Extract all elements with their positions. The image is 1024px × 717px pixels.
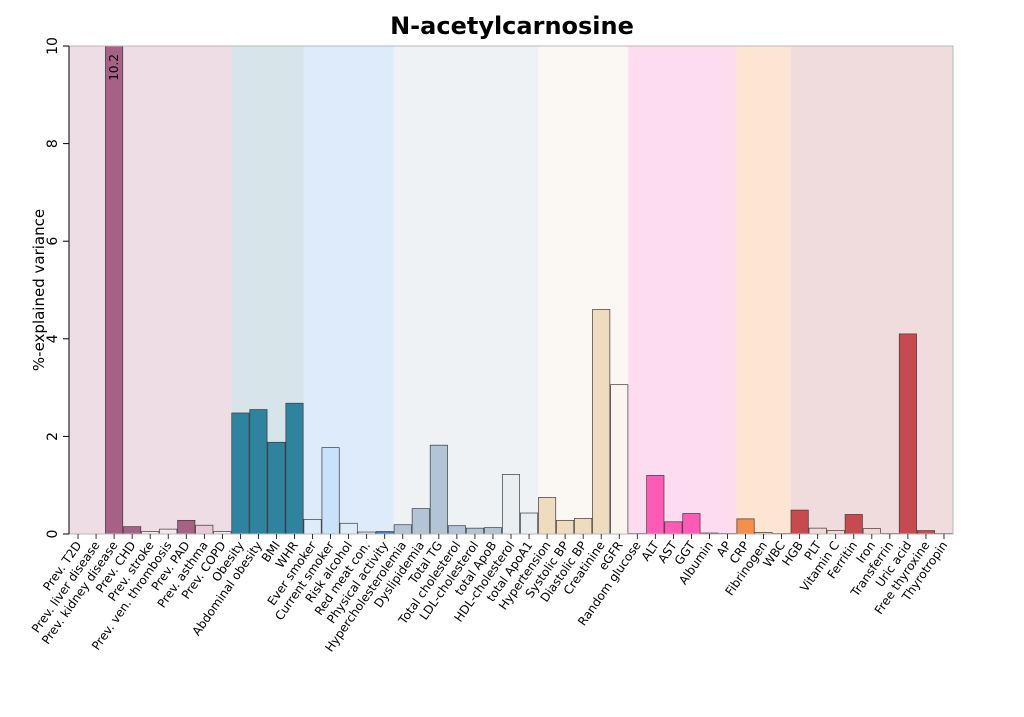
bar-37	[736, 518, 755, 535]
y-tick-label-3: 6	[45, 237, 61, 246]
bar-19	[411, 508, 430, 535]
group-background-layer	[69, 46, 953, 534]
bar-7	[195, 524, 214, 535]
bar-layer: 10.2	[105, 45, 953, 535]
bar-26	[538, 497, 557, 535]
group-band-7	[790, 46, 953, 534]
bar-29	[592, 309, 611, 535]
y-tick-label-2: 4	[45, 334, 61, 343]
bar-15	[339, 522, 358, 535]
bar-40	[790, 509, 809, 535]
y-tick-label-1: 2	[45, 432, 61, 441]
bar-28	[574, 518, 593, 535]
y-tick-label-4: 8	[45, 139, 61, 148]
y-tick-label-5: 10	[45, 37, 61, 55]
bar-5	[159, 528, 178, 535]
bar-33	[664, 521, 683, 535]
data-label-0: 10.2	[107, 54, 121, 81]
bar-21	[447, 525, 466, 535]
bar-24	[501, 474, 521, 535]
bar-2	[105, 45, 124, 535]
bar-41	[808, 527, 827, 535]
bar-44	[862, 528, 881, 535]
bar-23	[483, 527, 502, 535]
bar-9	[231, 412, 250, 535]
chart-title: N-acetylcarnosine	[390, 12, 634, 40]
bar-13	[303, 519, 322, 535]
group-band-2	[303, 46, 394, 534]
y-tick-label-0: 0	[45, 530, 61, 539]
bar-32	[646, 475, 665, 535]
bar-47	[916, 530, 935, 535]
bar-25	[520, 512, 539, 535]
bar-18	[393, 524, 412, 535]
group-band-3	[393, 46, 539, 534]
bar-11	[267, 441, 286, 535]
group-band-0	[69, 46, 232, 534]
group-band-5	[628, 46, 737, 534]
bar-14	[321, 447, 340, 535]
bar-27	[556, 519, 575, 535]
bar-34	[682, 513, 701, 535]
bar-20	[429, 444, 448, 535]
bar-3	[123, 526, 142, 535]
bar-6	[177, 519, 196, 535]
bar-12	[285, 402, 304, 535]
bar-10	[249, 409, 268, 535]
group-band-6	[736, 46, 791, 534]
bar-22	[465, 527, 484, 535]
bar-30	[610, 384, 629, 535]
y-axis-label: %-explained variance	[30, 209, 48, 371]
bar-43	[844, 514, 863, 535]
bar-42	[826, 530, 845, 535]
bar-46	[898, 333, 917, 535]
